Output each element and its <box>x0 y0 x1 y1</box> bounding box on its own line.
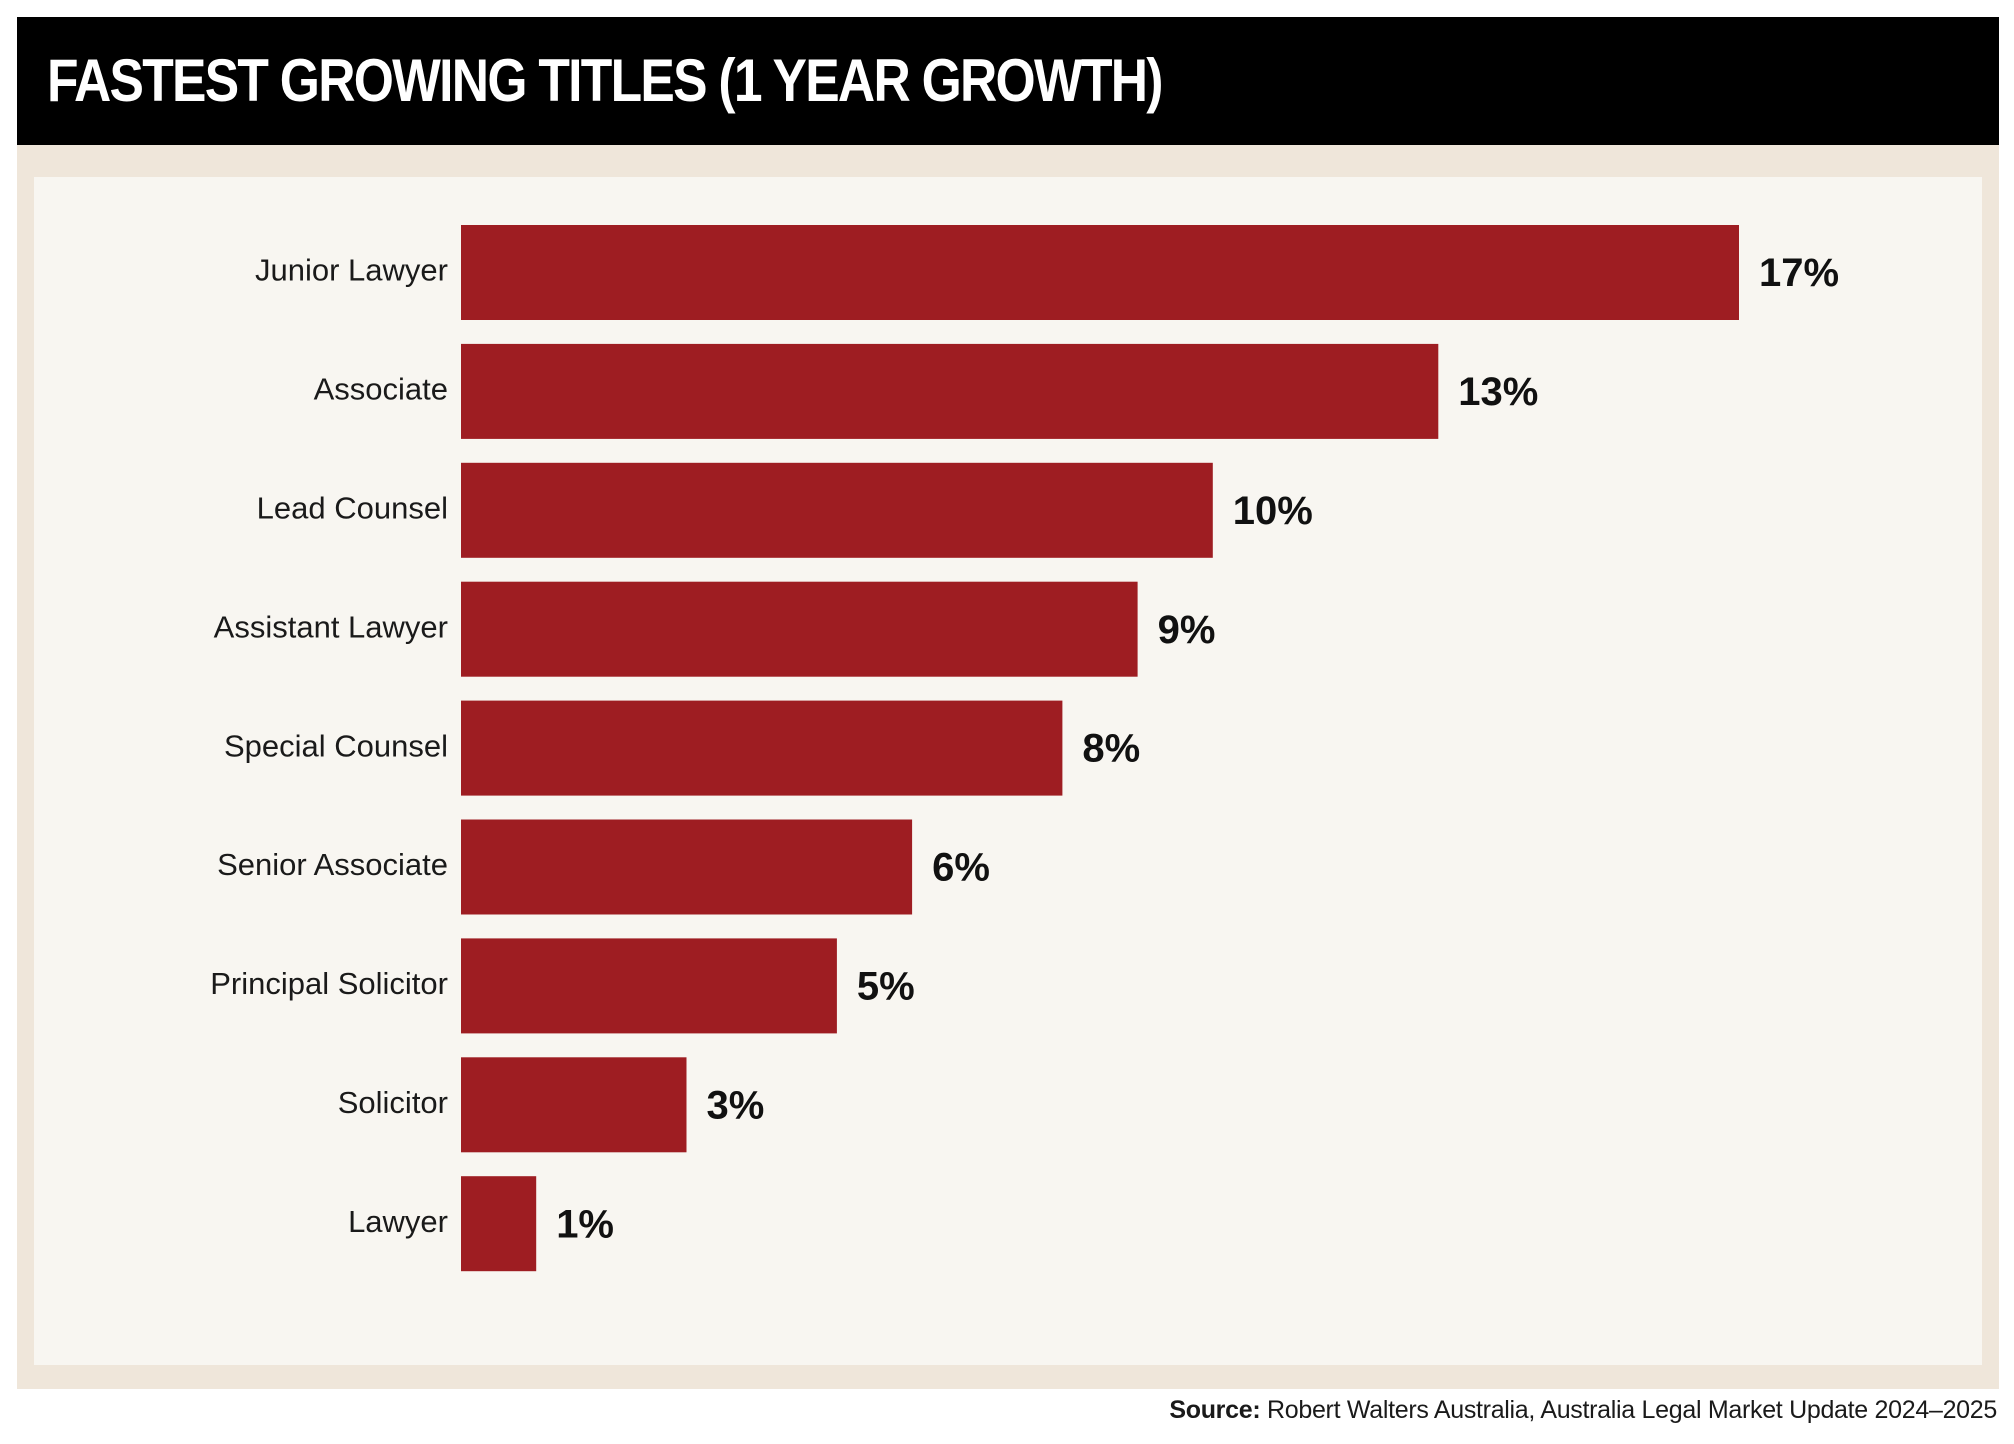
source-note: Source: Robert Walters Australia, Austra… <box>1169 1396 1997 1425</box>
value-label: 1% <box>556 1202 614 1246</box>
value-label: 8% <box>1082 727 1140 771</box>
value-label: 10% <box>1233 489 1313 533</box>
bar <box>461 1176 537 1272</box>
value-label: 3% <box>707 1083 765 1127</box>
category-label: Senior Associate <box>217 847 448 882</box>
bar-chart: Junior Lawyer 17% Associate 13% Lead Counsel… <box>210 225 1839 1272</box>
value-label: 6% <box>932 846 990 890</box>
bar <box>461 225 1739 320</box>
source-label: Source: <box>1169 1396 1261 1424</box>
category-label: Principal Solicitor <box>210 966 448 1001</box>
value-label: 13% <box>1458 370 1538 414</box>
category-label: Lead Counsel <box>257 490 448 525</box>
category-label: Special Counsel <box>224 728 448 763</box>
category-label: Lawyer <box>348 1204 448 1239</box>
category-label: Solicitor <box>338 1085 448 1120</box>
category-label: Assistant Lawyer <box>214 609 448 644</box>
bar <box>461 343 1439 439</box>
value-label: 17% <box>1759 251 1839 295</box>
category-label: Associate <box>314 372 448 407</box>
chart-title: FASTEST GROWING TITLES (1 YEAR GROWTH) <box>47 47 1163 114</box>
bar <box>461 462 1213 558</box>
source-text: Robert Walters Australia, Australia Lega… <box>1260 1396 1997 1424</box>
bar <box>461 700 1063 796</box>
bar <box>461 938 837 1034</box>
title-bar: FASTEST GROWING TITLES (1 YEAR GROWTH) <box>17 17 1999 145</box>
bar <box>461 819 913 915</box>
chart-panel: Junior Lawyer 17% Associate 13% Lead Counsel… <box>34 177 1982 1365</box>
bar <box>461 1057 687 1153</box>
bar <box>461 581 1138 677</box>
value-label: 9% <box>1158 608 1216 652</box>
category-label: Junior Lawyer <box>255 253 448 288</box>
chart-frame: Junior Lawyer 17% Associate 13% Lead Counsel… <box>17 145 1999 1389</box>
value-label: 5% <box>857 964 915 1008</box>
